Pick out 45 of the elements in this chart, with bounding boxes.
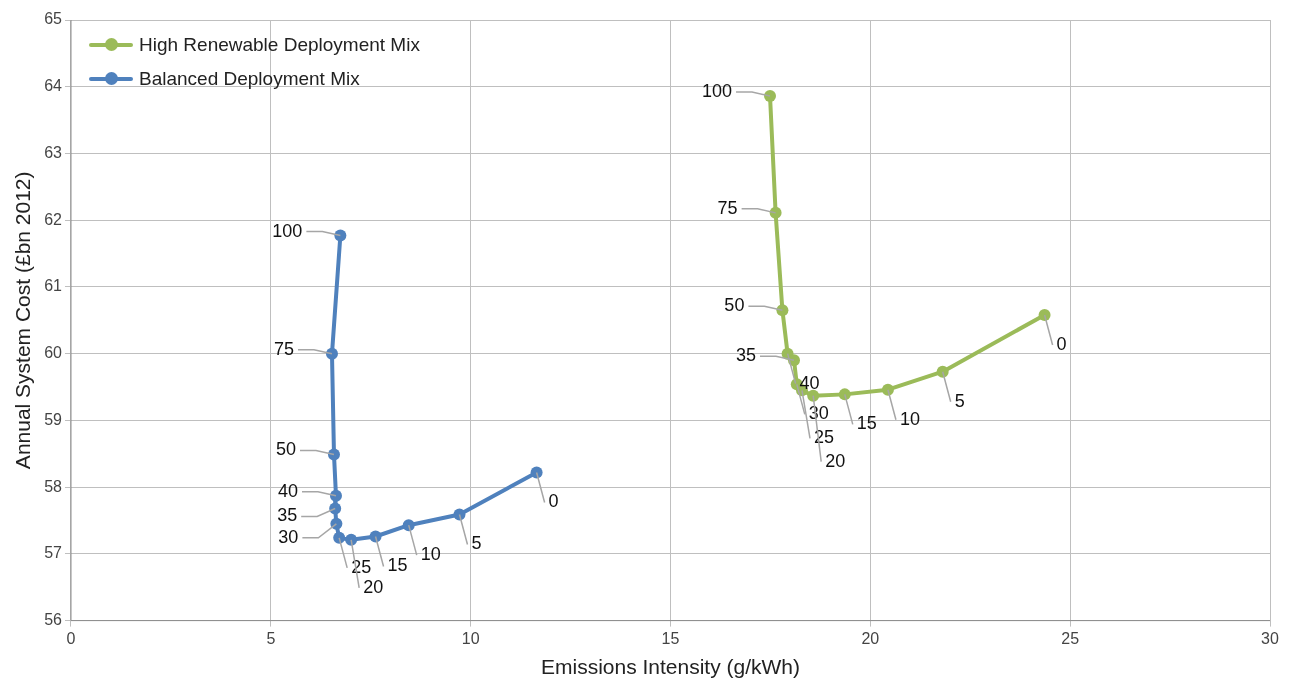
x-tick-label: 30	[1261, 629, 1279, 647]
annotation: 50	[724, 295, 745, 316]
annotation: 50	[275, 439, 296, 460]
y-tick-label: 59	[44, 410, 63, 428]
x-axis-title: Emissions Intensity (g/kWh)	[540, 655, 801, 679]
annotation: 30	[278, 526, 299, 547]
annotation: 40	[799, 372, 820, 393]
legend-label: Balanced Deployment Mix	[138, 68, 360, 90]
x-tick-label: 15	[661, 629, 680, 647]
annotation: 25	[813, 427, 835, 448]
annotation: 5	[471, 533, 482, 554]
annotation: 20	[825, 450, 846, 471]
annotation: 5	[954, 390, 965, 411]
annotation: 15	[856, 413, 877, 434]
annotation: 35	[277, 505, 298, 526]
y-tick-label: 65	[44, 10, 63, 28]
legend-label: High Renewable Deployment Mix	[138, 34, 420, 56]
annotation: 100	[701, 81, 733, 102]
y-axis-title: Annual System Cost (£bn 2012)	[11, 171, 35, 470]
y-tick-label: 61	[44, 277, 63, 295]
y-tick-label: 58	[44, 477, 63, 495]
annotation: 35	[735, 345, 756, 366]
y-tick-label: 56	[44, 611, 63, 629]
y-tick-label: 64	[44, 77, 63, 95]
annotation: 10	[899, 408, 920, 429]
x-tick-label: 25	[1061, 629, 1080, 647]
y-tick-label: 62	[44, 210, 63, 228]
y-tick-label: 63	[44, 143, 63, 161]
annotation: 10	[420, 544, 441, 565]
annotation: 40	[277, 480, 298, 501]
y-tick-label: 57	[44, 544, 63, 562]
annotation: 75	[717, 197, 738, 218]
annotation: 0	[548, 491, 559, 512]
y-tick-label: 60	[44, 344, 63, 362]
x-tick-label: 0	[66, 629, 76, 647]
annotation: 0	[1056, 333, 1067, 354]
x-tick-label: 10	[461, 629, 480, 647]
annotation: 30	[808, 403, 829, 424]
x-tick-label: 20	[861, 629, 880, 647]
annotation: 15	[387, 555, 408, 576]
annotation: 75	[273, 338, 294, 359]
x-tick-label: 5	[266, 629, 276, 647]
annotation: 25	[351, 556, 372, 577]
annotation: 100	[272, 220, 303, 241]
annotation: 20	[363, 576, 384, 597]
